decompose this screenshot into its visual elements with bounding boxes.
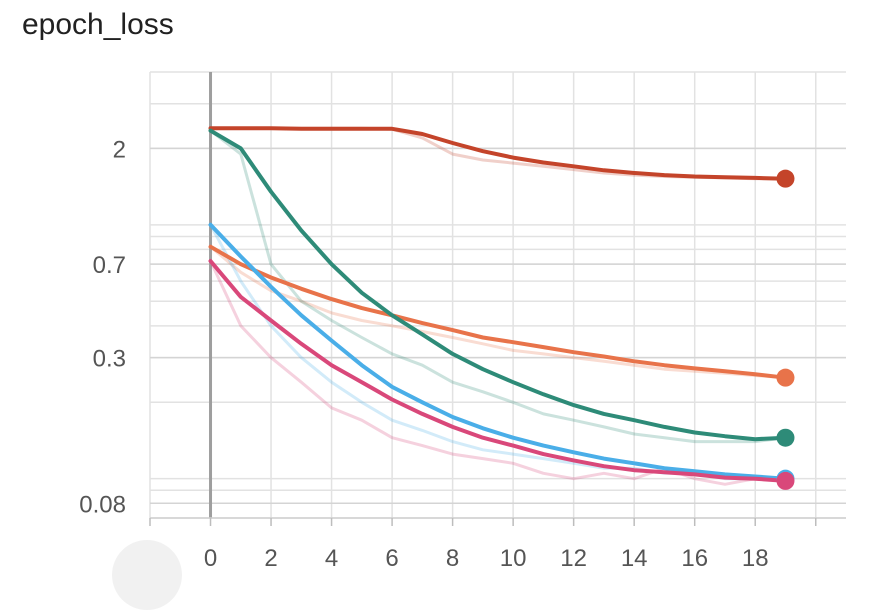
chart-title: epoch_loss <box>22 8 174 41</box>
grid <box>149 71 846 519</box>
x-tick-label: 0 <box>204 545 217 572</box>
series-end-marker[interactable] <box>776 428 795 447</box>
series-end-marker[interactable] <box>776 169 795 188</box>
raw-series-line[interactable] <box>209 260 786 486</box>
raw-series-line[interactable] <box>209 245 786 380</box>
x-tick-label: 14 <box>621 545 648 572</box>
x-tick-label: 12 <box>560 545 587 572</box>
smoothed-series-line[interactable] <box>208 244 788 380</box>
axes <box>149 72 846 526</box>
smoothed-series-line[interactable] <box>208 126 788 181</box>
x-tick-label: 8 <box>446 545 459 572</box>
x-tick-label: 18 <box>742 545 769 572</box>
x-tick-label: 16 <box>681 545 708 572</box>
x-tick-label: 2 <box>264 545 277 572</box>
end-markers-layer <box>776 169 795 490</box>
x-tick-label: 6 <box>385 545 398 572</box>
y-tick-label: 0.7 <box>93 252 126 279</box>
raw-series-layer <box>209 126 786 486</box>
series-end-marker[interactable] <box>776 368 795 387</box>
smoothed-series-line[interactable] <box>208 222 788 481</box>
tick-labels: 0 2 4 6 8 10 12 14 16 18 0.08 0.3 0.7 2 <box>79 136 768 572</box>
x-tick-label: 4 <box>325 545 338 572</box>
y-tick-label: 0.08 <box>79 491 126 518</box>
series-end-marker[interactable] <box>776 471 795 490</box>
smoothed-series-layer <box>208 126 788 483</box>
y-tick-label: 0.3 <box>93 346 126 373</box>
y-tick-label: 2 <box>113 136 126 163</box>
raw-series-line[interactable] <box>209 129 786 444</box>
loss-chart[interactable]: 0 2 4 6 8 10 12 14 16 18 0.08 0.3 0.7 2 <box>0 0 878 581</box>
smoothed-series-line[interactable] <box>208 259 788 483</box>
x-tick-label: 10 <box>500 545 527 572</box>
smoothed-series-line[interactable] <box>208 128 788 442</box>
